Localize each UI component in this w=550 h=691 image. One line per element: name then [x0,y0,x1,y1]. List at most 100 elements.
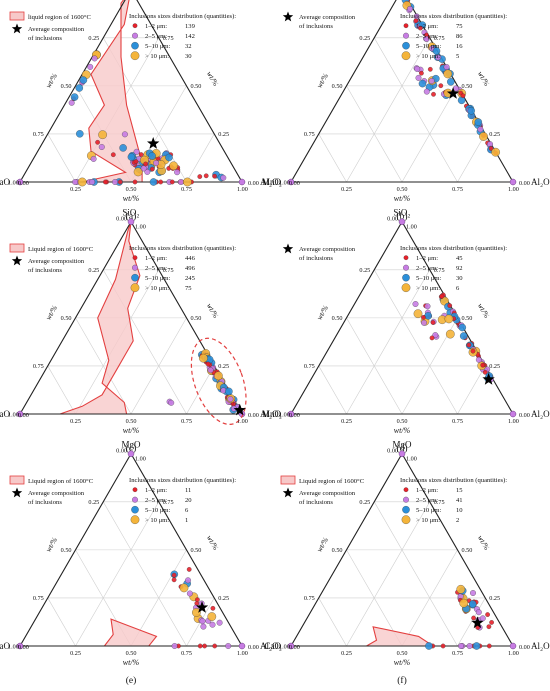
legend-star [11,255,23,266]
legend-star-label-line2: of inclusions [28,267,62,274]
corner-tick-label: 0.00 [18,412,29,419]
bottom-tick-label: 0.50 [126,650,137,657]
legend-title: Inclusions sizes distribution (quantitie… [129,477,236,484]
left-axis-label: wt/% [315,304,331,322]
top-tick-label: 0.00 [116,216,127,223]
legend-count: 446 [185,255,196,262]
inclusion-point [117,179,123,185]
inclusion-point [91,55,98,62]
vertex-right-label: Al₂O₃ [531,177,550,187]
inclusion-point [205,361,211,367]
legend-liquid-label: Liquid region of 1600°C [28,246,94,253]
legend-marker [132,496,138,503]
inclusion-point [445,329,455,339]
legend-star [11,487,23,498]
inclusion-point [470,590,476,596]
inclusion-point [209,621,216,628]
inclusion-point [443,64,450,70]
bottom-tick-label: 0.25 [341,650,352,657]
legend-count: 6 [185,507,189,514]
legend-marker [131,41,139,50]
inclusion-point [148,152,156,160]
legend-star-label-line2: of inclusions [299,23,333,30]
grid-lines [318,269,486,415]
legend-marker [132,23,138,29]
inclusion-point [199,618,206,625]
legend-size-label: 2–5 μm: [145,265,167,272]
liquid-region [82,0,143,183]
bottom-tick-label: 0.50 [126,186,137,193]
grid-line [373,501,458,647]
legend-count: 496 [185,265,196,272]
legend-size-label: > 10 μm: [416,53,440,60]
vertex-right-label: Al₂O₃ [531,409,550,419]
inclusion-point [468,600,477,608]
inclusion-points [166,349,241,414]
inclusion-point [212,643,218,649]
right-tick-label: 0.50 [462,83,473,90]
inclusion-point [225,643,232,649]
legend-star-label: Average composition [299,490,356,497]
left-axis-label: wt/% [44,72,60,90]
average-composition-star [446,87,460,99]
bottom-tick-label: 0.50 [397,418,408,425]
left-tick-label: 0.50 [332,83,343,90]
average-composition-star [482,372,495,385]
legend-count: 20 [185,497,192,504]
inclusion-point [165,153,173,162]
inclusion-point [467,107,475,115]
inclusion-point [477,126,484,133]
liquid-region [364,626,435,647]
corner-tick-label: 1.00 [279,412,290,419]
legend-count: 75 [456,23,463,30]
inclusion-point [70,93,79,101]
right-tick-label: 0.75 [163,35,174,42]
vertex-left-label: MnO [262,177,282,187]
corner-marker [509,178,517,186]
inclusion-point [112,179,118,185]
legend-marker [131,273,139,282]
inclusion-point [421,315,426,320]
legend-liquid-swatch [9,11,25,21]
vertex-top-label: SiO₂ [393,208,410,218]
top-tick-label: 0.00 [387,216,398,223]
legend-marker [402,41,410,50]
inclusion-point [407,5,413,12]
legend-size-label: 2–5 μm: [416,497,438,504]
vertex-right-label: Al₂O₃ [260,641,282,651]
inclusion-point [475,356,482,363]
panel-label: (c) [126,443,137,454]
legend-star-label: Average composition [299,14,356,21]
grid-line [346,37,431,183]
legend-size-label: 5–10 μm: [145,507,170,514]
inclusion-point [225,387,233,396]
inclusion-point [140,165,147,172]
corner-tick-label: 0.00 [289,644,300,651]
inclusion-point [153,160,160,166]
left-tick-label: 0.75 [33,131,44,138]
inclusion-point [431,91,436,97]
inclusion-point [447,78,455,86]
legend-count: 16 [456,43,463,50]
grid-lines [318,37,486,183]
inclusion-point [466,643,473,649]
legend-count: 2 [456,517,459,524]
legend-count: 6 [456,285,460,292]
inclusion-point [77,177,87,187]
inclusion-point [95,139,100,145]
left-tick-label: 0.50 [61,547,72,554]
ternary-frame [290,0,514,183]
bottom-axis-label: wt/% [123,426,140,435]
grid-line [346,269,431,415]
legend-marker [402,505,410,514]
bottom-axis-label: wt/% [394,194,411,203]
legend-count: 86 [456,33,463,40]
legend-liquid-swatch [9,243,25,253]
bottom-axis-label: wt/% [123,658,140,667]
legend-size-label: 1–2 μm: [416,255,438,262]
inclusion-point [133,159,139,164]
left-tick-label: 0.25 [88,499,99,506]
corner-tick-label: 1.00 [8,412,19,419]
legend-size-label: > 10 μm: [145,285,169,292]
inclusion-point [479,615,486,622]
